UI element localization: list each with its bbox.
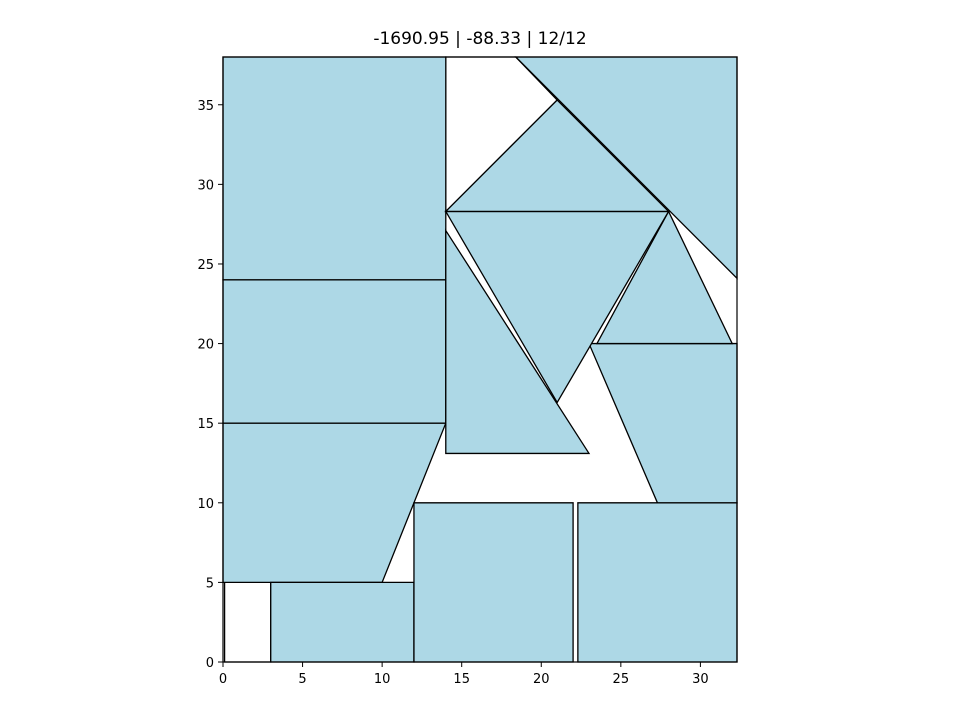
piece-6 (577, 502, 738, 663)
x-tick-label: 10 (374, 672, 391, 687)
chart-title: -1690.95 | -88.33 | 12/12 (373, 29, 586, 49)
piece-1 (222, 56, 447, 281)
piece-10 (445, 228, 591, 455)
x-tick-label: 25 (613, 672, 630, 687)
y-tick-label: 10 (197, 497, 214, 512)
y-tick-label: 0 (206, 656, 214, 671)
x-tick-label: 5 (298, 672, 306, 687)
piece-3 (222, 422, 447, 584)
x-axis: 0 5 10 15 20 25 30 (219, 662, 709, 687)
piece-7 (588, 342, 738, 504)
piece-2 (222, 279, 447, 424)
y-tick-label: 35 (197, 99, 214, 114)
piece-8 (595, 210, 734, 345)
y-tick-label: 25 (197, 258, 214, 273)
x-tick-label: 20 (533, 672, 550, 687)
piece-5 (413, 502, 574, 663)
x-tick-label: 30 (692, 672, 709, 687)
y-tick-label: 30 (197, 178, 214, 193)
y-axis: 0 5 10 15 20 25 30 35 (197, 99, 223, 671)
piece-11 (444, 99, 671, 213)
piece-4 (270, 581, 415, 663)
x-tick-label: 0 (219, 672, 227, 687)
y-tick-label: 15 (197, 417, 214, 432)
plot-frame (222, 56, 738, 663)
y-tick-label: 5 (206, 576, 214, 591)
y-tick-label: 20 (197, 338, 214, 353)
x-tick-label: 15 (453, 672, 470, 687)
hole-1 (223, 581, 272, 663)
